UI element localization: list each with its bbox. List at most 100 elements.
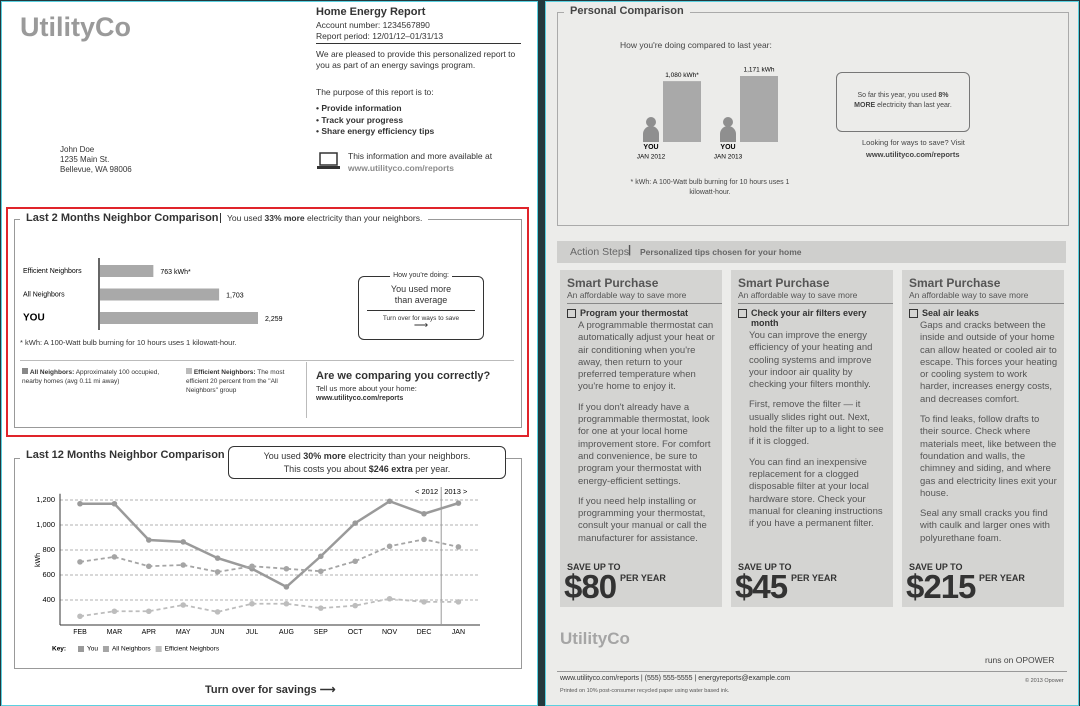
callout-line: You used 30% more electricity than your …	[229, 450, 505, 463]
per-year: PER YEAR	[620, 573, 666, 583]
text: You used	[263, 451, 304, 461]
point	[180, 562, 186, 568]
x-tick-label: NOV	[382, 629, 398, 636]
x-tick-label: AUG	[279, 629, 294, 636]
card-subtitle: An affordable way to save more	[567, 290, 722, 304]
x-tick-label: MAY	[176, 629, 191, 636]
save-label: SAVE UP TO	[738, 562, 792, 572]
contact: www.utilityco.com/reports | (555) 555-55…	[560, 675, 791, 682]
paragraph: If you need help installing or programmi…	[578, 495, 707, 544]
point	[455, 599, 462, 605]
text: electricity than your neighbors.	[304, 213, 423, 223]
per-year: PER YEAR	[791, 573, 837, 583]
value-label: 2,259	[265, 316, 283, 323]
tip-title: Program your thermostat	[567, 308, 716, 318]
paragraph: A programmable thermostat can automatica…	[578, 320, 715, 393]
paragraph: First, remove the filter — it usually sl…	[749, 399, 884, 448]
save-label: SAVE UP TO	[567, 562, 621, 572]
swatch	[22, 368, 28, 374]
save-label: SAVE UP TO	[909, 562, 963, 572]
point	[214, 569, 221, 575]
tip-card: Smart Purchase An affordable way to save …	[560, 270, 722, 607]
point	[214, 609, 221, 615]
legend-all: All Neighbors: Approximately 100 occupie…	[22, 368, 167, 386]
twelve-month-title: Last 12 Months Neighbor Comparison	[20, 449, 231, 461]
purpose-item: • Share energy efficiency tips	[316, 126, 435, 136]
callout-line: This costs you about $246 extra per year…	[229, 463, 505, 476]
personal-summary: So far this year, you used 8% MORE elect…	[836, 72, 970, 132]
bar	[100, 265, 154, 277]
text: per year.	[412, 464, 451, 474]
tip-card: Smart Purchase An affordable way to save …	[731, 270, 893, 607]
x-tick-label: SEP	[314, 629, 328, 636]
doing-result: You used more than average	[390, 284, 452, 305]
point	[318, 553, 324, 560]
computer-icon	[317, 152, 340, 169]
category-label: YOU	[643, 144, 658, 151]
tip-title: Check your air filters every month	[738, 308, 887, 328]
legend-swatch	[78, 646, 84, 652]
card-heading: Smart Purchase	[909, 276, 1001, 290]
point	[386, 595, 393, 602]
bar	[100, 312, 258, 324]
point	[386, 543, 393, 550]
copyright: © 2013 Opower	[1025, 678, 1064, 684]
line	[80, 499, 459, 589]
card-subtitle: An affordable way to save more	[909, 290, 1064, 304]
text: Program your thermostat	[580, 308, 689, 318]
address: John Doe 1235 Main St. Bellevue, WA 98006	[60, 145, 132, 175]
point	[249, 600, 255, 607]
text: Seal air leaks	[922, 308, 980, 318]
point	[146, 563, 152, 570]
per-year: PER YEAR	[979, 573, 1025, 583]
legend-name: All Neighbors:	[29, 369, 75, 376]
point	[77, 559, 83, 565]
key-label: Key:	[52, 646, 66, 653]
legend-label: All Neighbors	[112, 646, 151, 653]
y-tick-label: 400	[42, 595, 55, 604]
turn-over: Turn over for savings ⟶	[205, 684, 336, 696]
point	[318, 568, 324, 575]
point	[111, 554, 118, 560]
line	[79, 597, 459, 618]
point	[386, 498, 393, 505]
point	[455, 500, 462, 506]
intro: We are pleased to provide this personali…	[316, 49, 516, 70]
doing-turn: Turn over for ways to save	[367, 310, 475, 322]
y-tick-label: 1,200	[36, 495, 55, 504]
paragraph: Gaps and cracks between the inside and o…	[920, 320, 1058, 405]
text: How you're doing:	[390, 272, 452, 279]
legend-name: Efficient Neighbors:	[193, 369, 256, 376]
personal-box	[557, 12, 1069, 226]
point	[352, 520, 359, 526]
checkbox	[567, 309, 576, 318]
highlight	[6, 207, 529, 437]
x-tick-label: FEB	[73, 629, 87, 636]
point	[146, 537, 152, 543]
date-label: JAN 2013	[714, 154, 743, 161]
point	[146, 608, 152, 615]
line	[79, 538, 459, 573]
legend-text: Approximately 100 occupied, nearby homes…	[22, 369, 160, 385]
emphasis: $246 extra	[368, 464, 413, 474]
visit: Looking for ways to save? Visit	[862, 138, 965, 147]
rule	[20, 360, 514, 361]
y-tick-label: 1,000	[36, 520, 55, 529]
address-line: Bellevue, WA 98006	[60, 165, 132, 174]
personal-subtitle: How you're doing compared to last year:	[620, 40, 772, 50]
x-tick-label: OCT	[348, 629, 364, 636]
legend-label: You	[87, 646, 98, 653]
x-tick-label: DEC	[417, 629, 432, 636]
value-label: 1,703	[226, 292, 244, 299]
text: Provide information	[321, 103, 402, 113]
purpose: The purpose of this report is to:	[316, 87, 434, 97]
legend-swatch	[102, 646, 109, 652]
bar	[740, 76, 778, 142]
footnote: * kWh: A 100-Watt bulb burning for 10 ho…	[630, 179, 790, 196]
callout: You used 30% more electricity than your …	[228, 446, 506, 479]
card-subtitle: An affordable way to save more	[738, 290, 893, 304]
bar	[100, 288, 220, 301]
point	[180, 602, 186, 608]
x-tick-label: JAN	[452, 629, 465, 636]
text: Check your air filters every month	[751, 308, 867, 328]
